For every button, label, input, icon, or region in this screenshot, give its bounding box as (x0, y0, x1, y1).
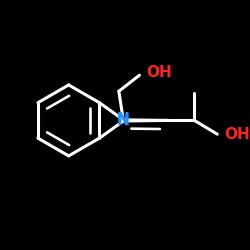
Text: OH: OH (224, 127, 250, 142)
Text: OH: OH (146, 66, 172, 80)
Text: N: N (117, 114, 130, 128)
Text: N: N (117, 112, 130, 127)
